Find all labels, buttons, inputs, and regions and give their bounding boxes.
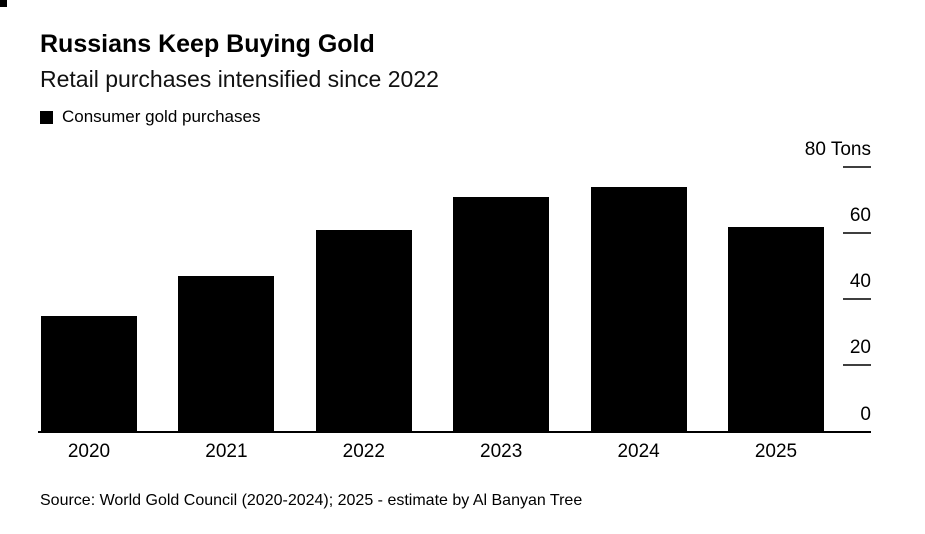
y-tick-label-20: 20 [849, 337, 871, 359]
y-tick-label-60: 60 [849, 205, 871, 227]
y-tick-mark-40 [843, 298, 871, 301]
y-tick-label-0: 0 [860, 403, 871, 425]
x-axis-line [38, 430, 871, 433]
bar-2023 [453, 197, 550, 432]
source-note: Source: World Gold Council (2020-2024); … [40, 492, 583, 509]
x-tick-label-2022: 2022 [342, 441, 385, 462]
bar-2024 [590, 187, 687, 432]
bar-2020 [41, 315, 137, 432]
y-tick-mark-80 [843, 166, 871, 169]
y-tick-mark-20 [843, 364, 871, 367]
bar-2025 [728, 226, 824, 432]
x-tick-label-2024: 2024 [617, 441, 660, 462]
chart-title: Russians Keep Buying Gold [40, 30, 375, 58]
y-tick-label-40: 40 [849, 271, 871, 293]
legend-label: Consumer gold purchases [62, 107, 261, 126]
x-tick-label-2020: 2020 [67, 441, 111, 462]
bar-2022 [315, 230, 412, 432]
legend-swatch-icon [40, 110, 53, 124]
chart-subtitle: Retail purchases intensified since 2022 [40, 66, 439, 92]
x-tick-label-2025: 2025 [754, 441, 798, 462]
bar-2021 [178, 276, 275, 432]
x-tick-label-2023: 2023 [480, 441, 523, 462]
crop-corner-mark [0, 0, 7, 7]
y-tick-label-80: 80 Tons [804, 139, 871, 161]
legend: Consumer gold purchases [40, 107, 260, 127]
x-tick-label-2021: 2021 [205, 441, 248, 462]
y-tick-mark-60 [843, 232, 871, 235]
